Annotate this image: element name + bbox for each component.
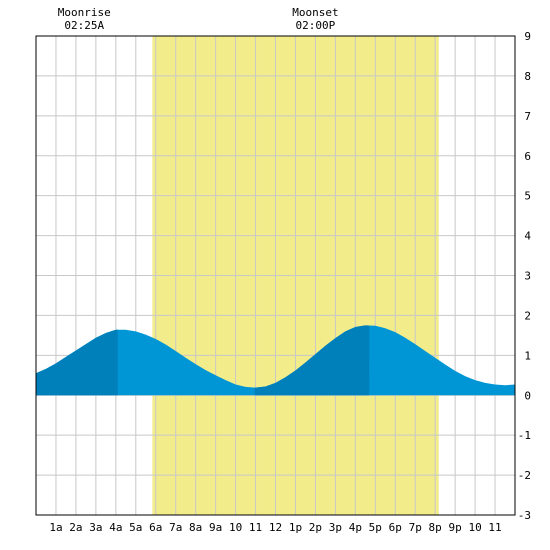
grid — [36, 36, 515, 515]
y-tick-label: 3 — [524, 270, 531, 283]
x-tick-label: 9p — [449, 521, 462, 534]
x-tick-label: 2p — [309, 521, 322, 534]
tide-area-falling — [36, 325, 515, 396]
plot-frame — [35, 35, 516, 516]
y-tick-label: 2 — [524, 309, 531, 322]
x-tick-label: 12 — [269, 521, 282, 534]
x-tick-label: 8a — [189, 521, 202, 534]
x-tick-label: 9a — [209, 521, 222, 534]
tide-area-rising — [36, 329, 118, 396]
tide-area — [36, 325, 515, 396]
y-tick-label: 5 — [524, 190, 531, 203]
moon-event-label: Moonset — [292, 6, 338, 19]
y-tick-label: 1 — [524, 349, 531, 362]
x-tick-label: 3a — [89, 521, 102, 534]
plot-border — [35, 35, 516, 516]
moon-event-label: Moonrise — [58, 6, 111, 19]
x-tick-label: 10 — [468, 521, 481, 534]
y-tick-label: 0 — [524, 389, 531, 402]
x-tick-label: 7p — [409, 521, 422, 534]
x-tick-label: 1p — [289, 521, 302, 534]
x-tick-label: 5a — [129, 521, 142, 534]
y-tick-label: 9 — [524, 30, 531, 43]
moon-event-time: 02:00P — [296, 19, 336, 32]
x-tick-label: 4p — [349, 521, 362, 534]
x-tick-label: 11 — [249, 521, 262, 534]
x-tick-label: 4a — [109, 521, 122, 534]
y-tick-label: 8 — [524, 70, 531, 83]
x-tick-label: 10 — [229, 521, 242, 534]
x-axis-ticks: 1a 2a 3a 4a 5a 6a 7a 8a 9a 10 11 12 1p 2p 3p 4p 5p 6p 7p 8p… — [49, 521, 501, 534]
x-tick-label: 3p — [329, 521, 342, 534]
x-tick-label: 8p — [429, 521, 442, 534]
x-tick-label: 5p — [369, 521, 382, 534]
x-tick-label: 6p — [389, 521, 402, 534]
y-tick-label: 4 — [524, 230, 531, 243]
x-tick-label: 6a — [149, 521, 162, 534]
y-axis-ticks: -3 -2 -1 0 1 2 3 4 5 6 7 8 9 — [518, 30, 532, 522]
x-tick-label: 2a — [69, 521, 82, 534]
tide-area-rising — [254, 325, 370, 396]
x-tick-label: 1a — [49, 521, 62, 534]
y-tick-label: -3 — [518, 509, 531, 522]
y-tick-label: 6 — [524, 150, 531, 163]
x-tick-label: 11 — [488, 521, 501, 534]
x-tick-label: 7a — [169, 521, 182, 534]
moon-event-time: 02:25A — [64, 19, 104, 32]
y-tick-label: -2 — [518, 469, 531, 482]
y-tick-label: 7 — [524, 110, 531, 123]
y-tick-label: -1 — [518, 429, 531, 442]
